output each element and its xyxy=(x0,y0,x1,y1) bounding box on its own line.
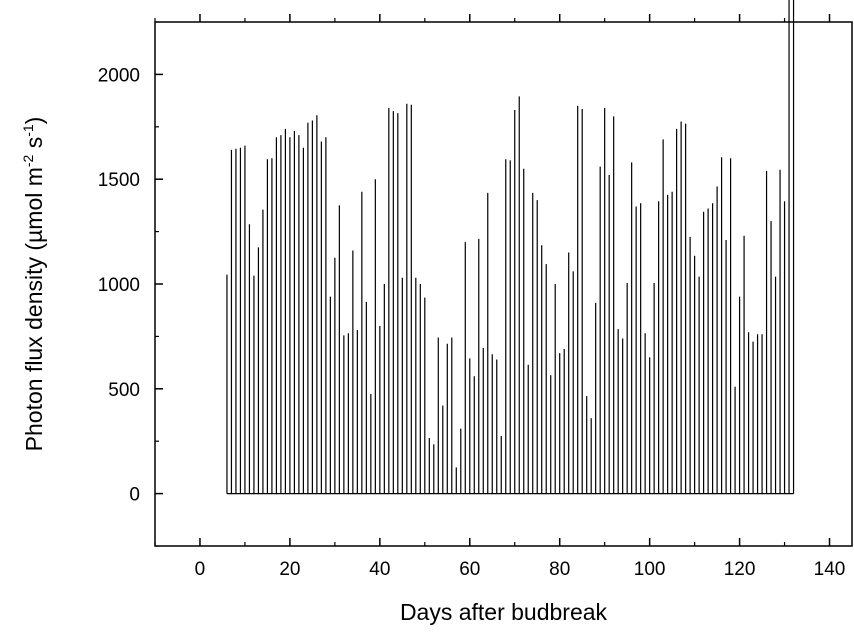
x-tick-label: 0 xyxy=(195,559,206,580)
x-tick-label: 20 xyxy=(279,559,300,580)
y-tick-label: 0 xyxy=(129,485,140,506)
y-axis-label-main: Photon flux density (µmol m xyxy=(21,167,47,451)
y-tick-label: 1500 xyxy=(98,170,140,191)
x-tick-label: 80 xyxy=(549,559,570,580)
y-axis: 0 500 1000 1500 2000 xyxy=(98,21,163,547)
y-axis-label-exp1: -2 xyxy=(20,154,36,167)
y-axis-label-mid: s xyxy=(21,137,47,155)
y-axis-label-end: ) xyxy=(21,117,47,125)
plot-frame xyxy=(154,21,853,547)
x-tick-label: 100 xyxy=(634,559,666,580)
x-tick-label: 140 xyxy=(814,559,846,580)
y-axis-label-exp2: -1 xyxy=(20,124,36,137)
y-axis-label: Photon flux density (µmol m-2 s-1) xyxy=(20,117,47,452)
x-axis-label: Days after budbreak xyxy=(400,599,608,625)
y-tick-label: 2000 xyxy=(98,65,140,86)
x-tick-label: 120 xyxy=(724,559,756,580)
bar-series xyxy=(226,0,795,494)
x-axis: 0 20 40 60 80 100 120 140 xyxy=(154,14,846,580)
x-tick-label: 40 xyxy=(369,559,390,580)
y-tick-label: 1000 xyxy=(98,275,140,296)
x-tick-label: 60 xyxy=(459,559,480,580)
y-tick-label: 500 xyxy=(108,380,140,401)
